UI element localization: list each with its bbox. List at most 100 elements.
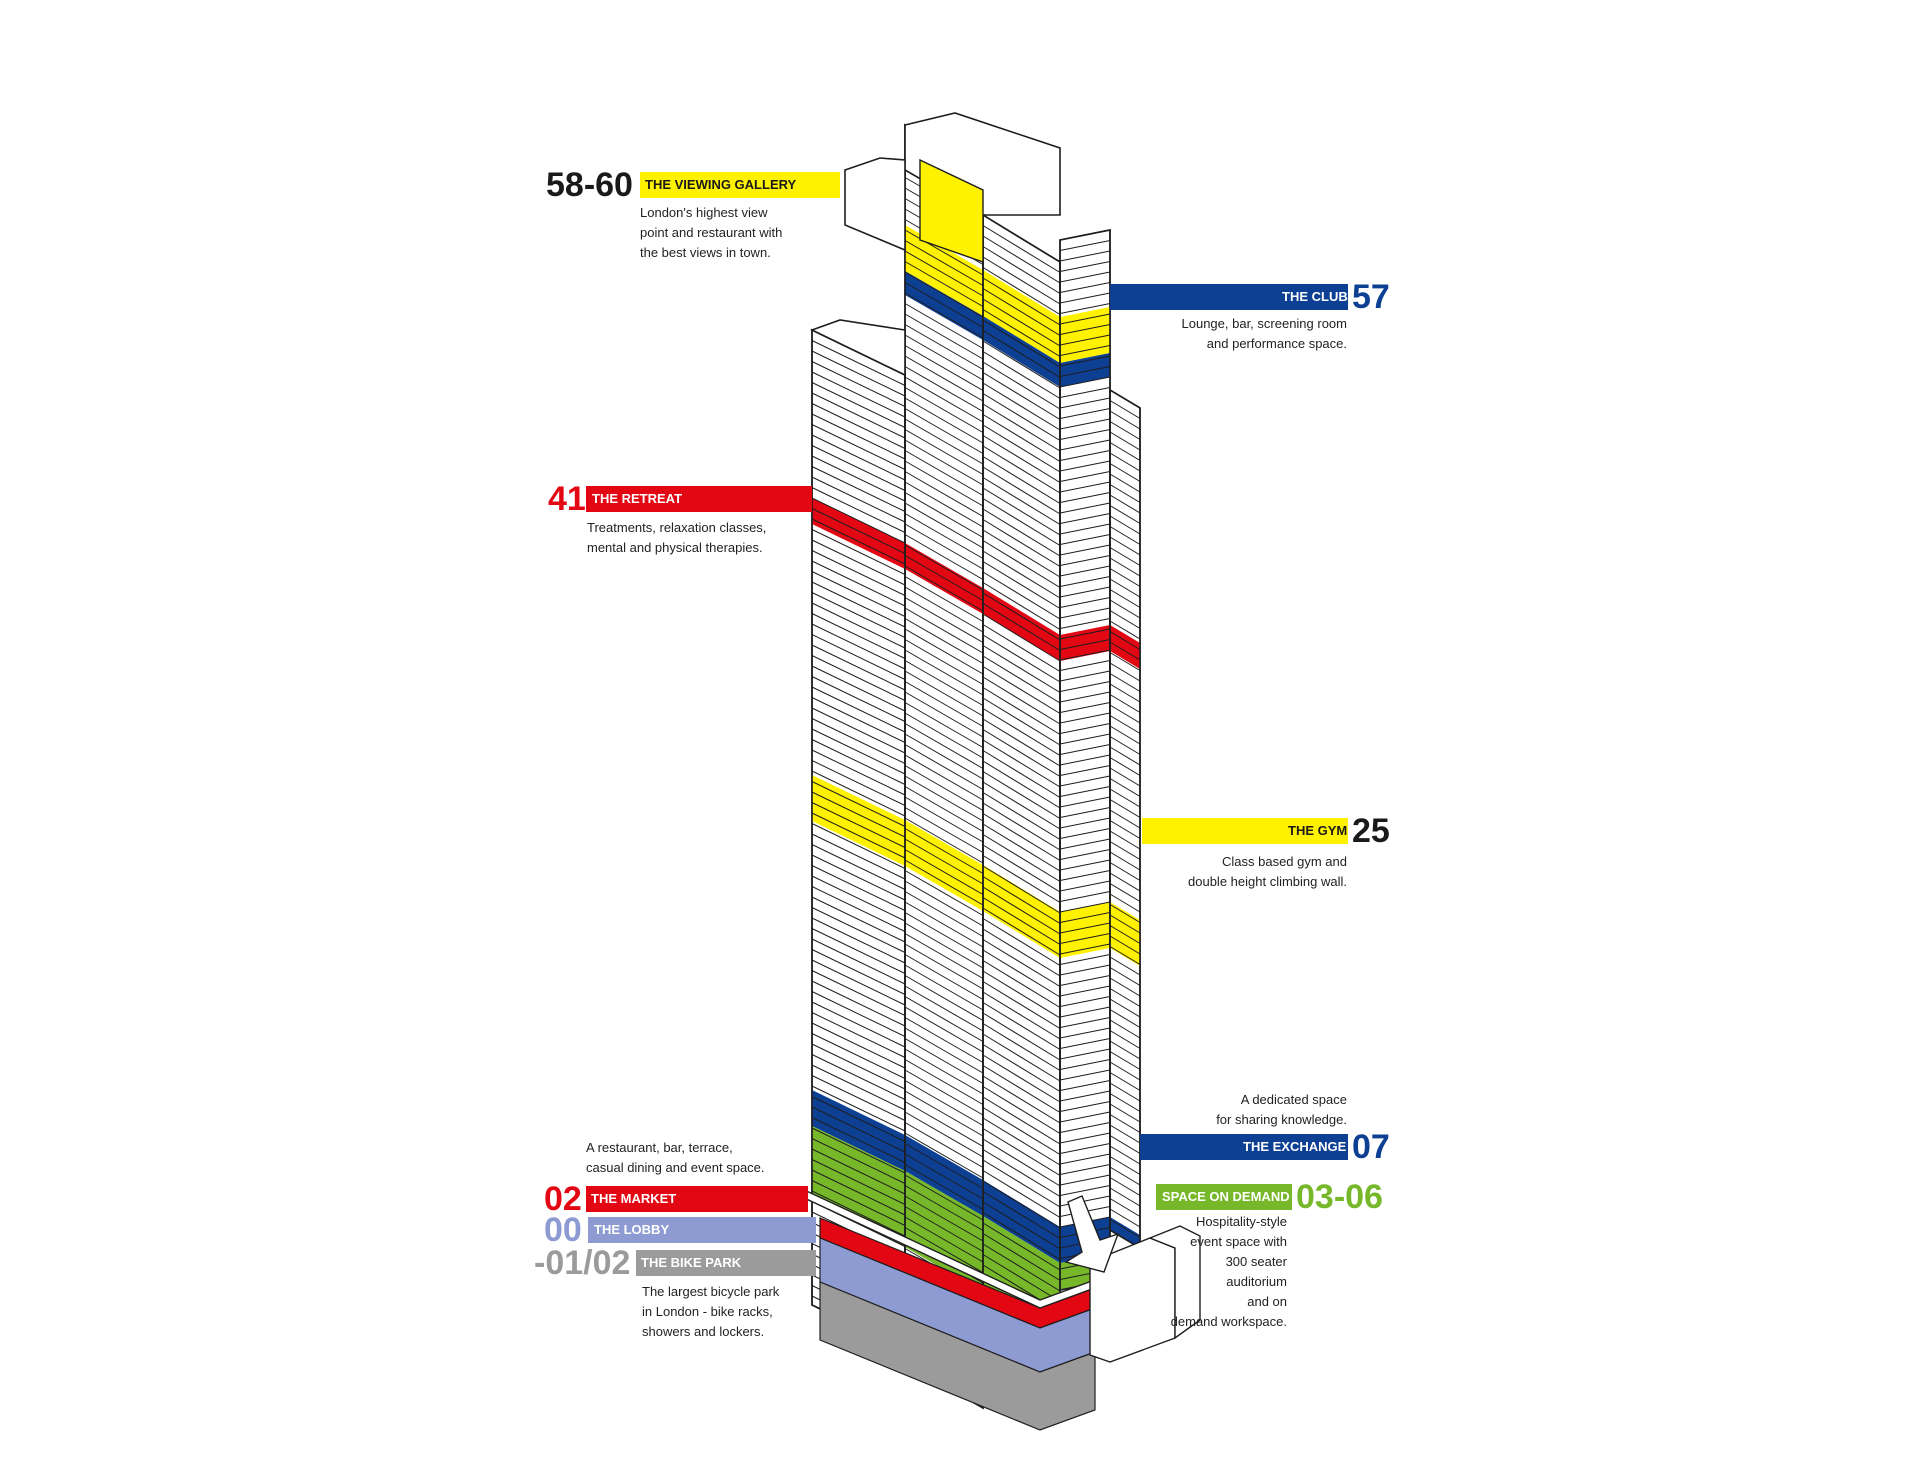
floor-line [1059,712,1111,724]
retreat-label: THE RETREAT [592,491,683,506]
floor-line [1059,576,1111,587]
floor-line [811,760,906,806]
floor-line [982,372,1061,420]
floor-line [1109,1103,1141,1123]
band-exchange-segment [983,1180,1060,1263]
floor-line [982,1065,1061,1113]
floor-line [904,1216,984,1263]
floor-line [982,351,1061,399]
lobby-bar [588,1217,816,1243]
floor-line [982,498,1061,546]
roof-cap-crown [844,157,906,252]
floor-line [811,886,906,932]
floor-line [904,712,984,759]
floor-line [811,991,906,1037]
floor-line [811,812,906,859]
floor-line [811,949,906,995]
floor-line [904,366,984,412]
floor-line [1059,702,1111,713]
desc-line: The largest bicycle park [642,1284,780,1299]
floor-line [1059,933,1111,944]
floor-line [982,634,1061,683]
floor-line [811,350,906,397]
floor-line [1109,788,1141,808]
floor-line [982,330,1061,378]
floor-line [1109,1156,1141,1175]
floor-line [1109,914,1141,934]
floor-line [1109,988,1141,1007]
bike-park-bar [636,1250,816,1276]
floor-line [904,1027,984,1074]
floor-line [1109,536,1141,556]
floor-line [1059,786,1111,797]
floor-line [904,786,984,832]
floor-line [904,849,984,895]
band-gym-segment [905,820,983,911]
floor-line [811,623,906,670]
floor-line [811,1085,906,1132]
floor-line [904,271,984,318]
floor-line [1109,620,1141,640]
floor-line [982,802,1061,851]
retreat-floor-number: 41 [548,480,586,518]
floor-line [904,460,984,507]
desc-line: mental and physical therapies. [587,540,763,555]
floor-line [982,1033,1061,1082]
floor-line [904,397,984,444]
floor-line [811,487,906,533]
desc-line: the best views in town. [640,245,771,260]
floor-line [982,1159,1061,1208]
floor-line [982,1254,1061,1302]
floor-line [1109,736,1141,755]
floor-line [1059,628,1111,640]
floor-line [982,771,1061,819]
floor-line [904,1132,984,1179]
floor-line [1059,397,1111,409]
floor-line [811,644,906,691]
floor-line [982,403,1061,452]
floor-line [811,445,906,491]
floor-line [1059,282,1111,293]
floor-line [1109,746,1141,766]
floor-line [811,340,906,386]
floor-line [904,324,984,370]
floor-line [1109,515,1141,535]
floor-line [1059,292,1111,304]
podium-bike-park [819,1281,1096,1431]
floor-line [904,975,984,1021]
floor-line [982,1012,1061,1061]
floor-line [982,1149,1061,1197]
floor-line [982,718,1061,767]
desc-line: showers and lockers. [642,1324,765,1339]
exchange-label: THE EXCHANGE [1243,1139,1347,1154]
desc-line: 300 seater [1225,1254,1287,1269]
floor-line [811,455,906,502]
floor-line [982,1096,1061,1145]
floor-line [1109,935,1141,955]
floor-line [904,261,984,307]
floor-line [1059,618,1111,629]
floor-line [1059,817,1111,829]
entrance-arrow-icon [1064,1195,1120,1273]
floor-line [1059,639,1111,650]
floor-line [1109,704,1141,724]
floor-line [1059,828,1111,839]
floor-line [1109,568,1141,587]
floor-line [982,960,1061,1008]
floor-line [1109,956,1141,976]
floor-line [982,918,1061,966]
floor-line [1109,452,1141,472]
floor-line [811,508,906,554]
floor-line [1059,324,1111,335]
floor-line [811,718,906,764]
floor-line [1059,1153,1111,1165]
floor-line [904,313,984,360]
floor-line [1059,1059,1111,1070]
floor-line [1109,1145,1141,1165]
floor-line [811,1190,906,1237]
floor-line [982,435,1061,483]
floor-line [904,996,984,1042]
floor-line [904,1195,984,1242]
floor-line [1109,778,1141,797]
floor-line [1109,431,1141,451]
